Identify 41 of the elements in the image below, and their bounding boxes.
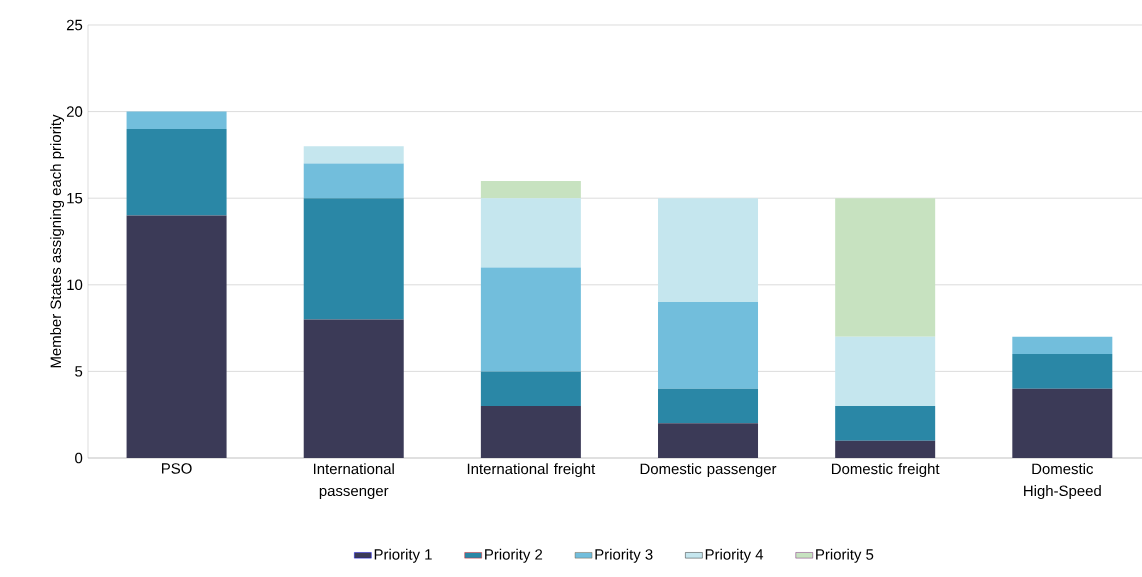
bar bbox=[126, 128, 227, 216]
bar bbox=[126, 111, 227, 129]
bar bbox=[835, 198, 936, 337]
bar bbox=[480, 180, 581, 199]
bar bbox=[1012, 336, 1113, 355]
x-tick-label: Domestic High-Speed bbox=[1024, 463, 1101, 500]
x-tick-label: PSO bbox=[162, 463, 192, 474]
x-tick-label: International passenger bbox=[313, 463, 394, 500]
y-tick-label: 25 bbox=[66, 19, 83, 31]
legend-label: Priority 1 bbox=[374, 548, 432, 563]
legend-label: Priority 2 bbox=[485, 548, 543, 563]
bar bbox=[835, 440, 936, 458]
x-tick-label: Domestic passenger bbox=[640, 463, 777, 478]
bar bbox=[835, 406, 936, 441]
bar bbox=[658, 388, 759, 424]
bar bbox=[303, 198, 404, 320]
bar bbox=[658, 423, 759, 458]
bar bbox=[1012, 388, 1113, 458]
y-tick-label: 10 bbox=[67, 279, 83, 291]
bar bbox=[835, 336, 936, 407]
bar bbox=[658, 302, 759, 389]
bar bbox=[303, 319, 404, 458]
legend-label: Priority 4 bbox=[705, 548, 764, 563]
y-axis-title: Member States assigning each priority bbox=[50, 114, 65, 368]
bar bbox=[480, 198, 581, 268]
x-tick-label: International freight bbox=[467, 463, 596, 478]
legend-label: Priority 5 bbox=[816, 548, 874, 563]
bar bbox=[1012, 354, 1113, 389]
bar bbox=[126, 215, 227, 458]
y-tick-label: 15 bbox=[67, 192, 83, 204]
y-tick-label: 5 bbox=[75, 366, 83, 377]
legend-label: Priority 3 bbox=[595, 548, 653, 563]
y-tick-label: 20 bbox=[66, 106, 83, 117]
bar bbox=[658, 198, 759, 303]
bar bbox=[480, 371, 581, 407]
bar bbox=[303, 163, 404, 199]
bar bbox=[480, 406, 581, 458]
bar bbox=[480, 267, 581, 372]
y-tick-label: 0 bbox=[75, 452, 83, 464]
x-tick-label: Domestic freight bbox=[831, 463, 940, 478]
bar bbox=[303, 146, 404, 164]
